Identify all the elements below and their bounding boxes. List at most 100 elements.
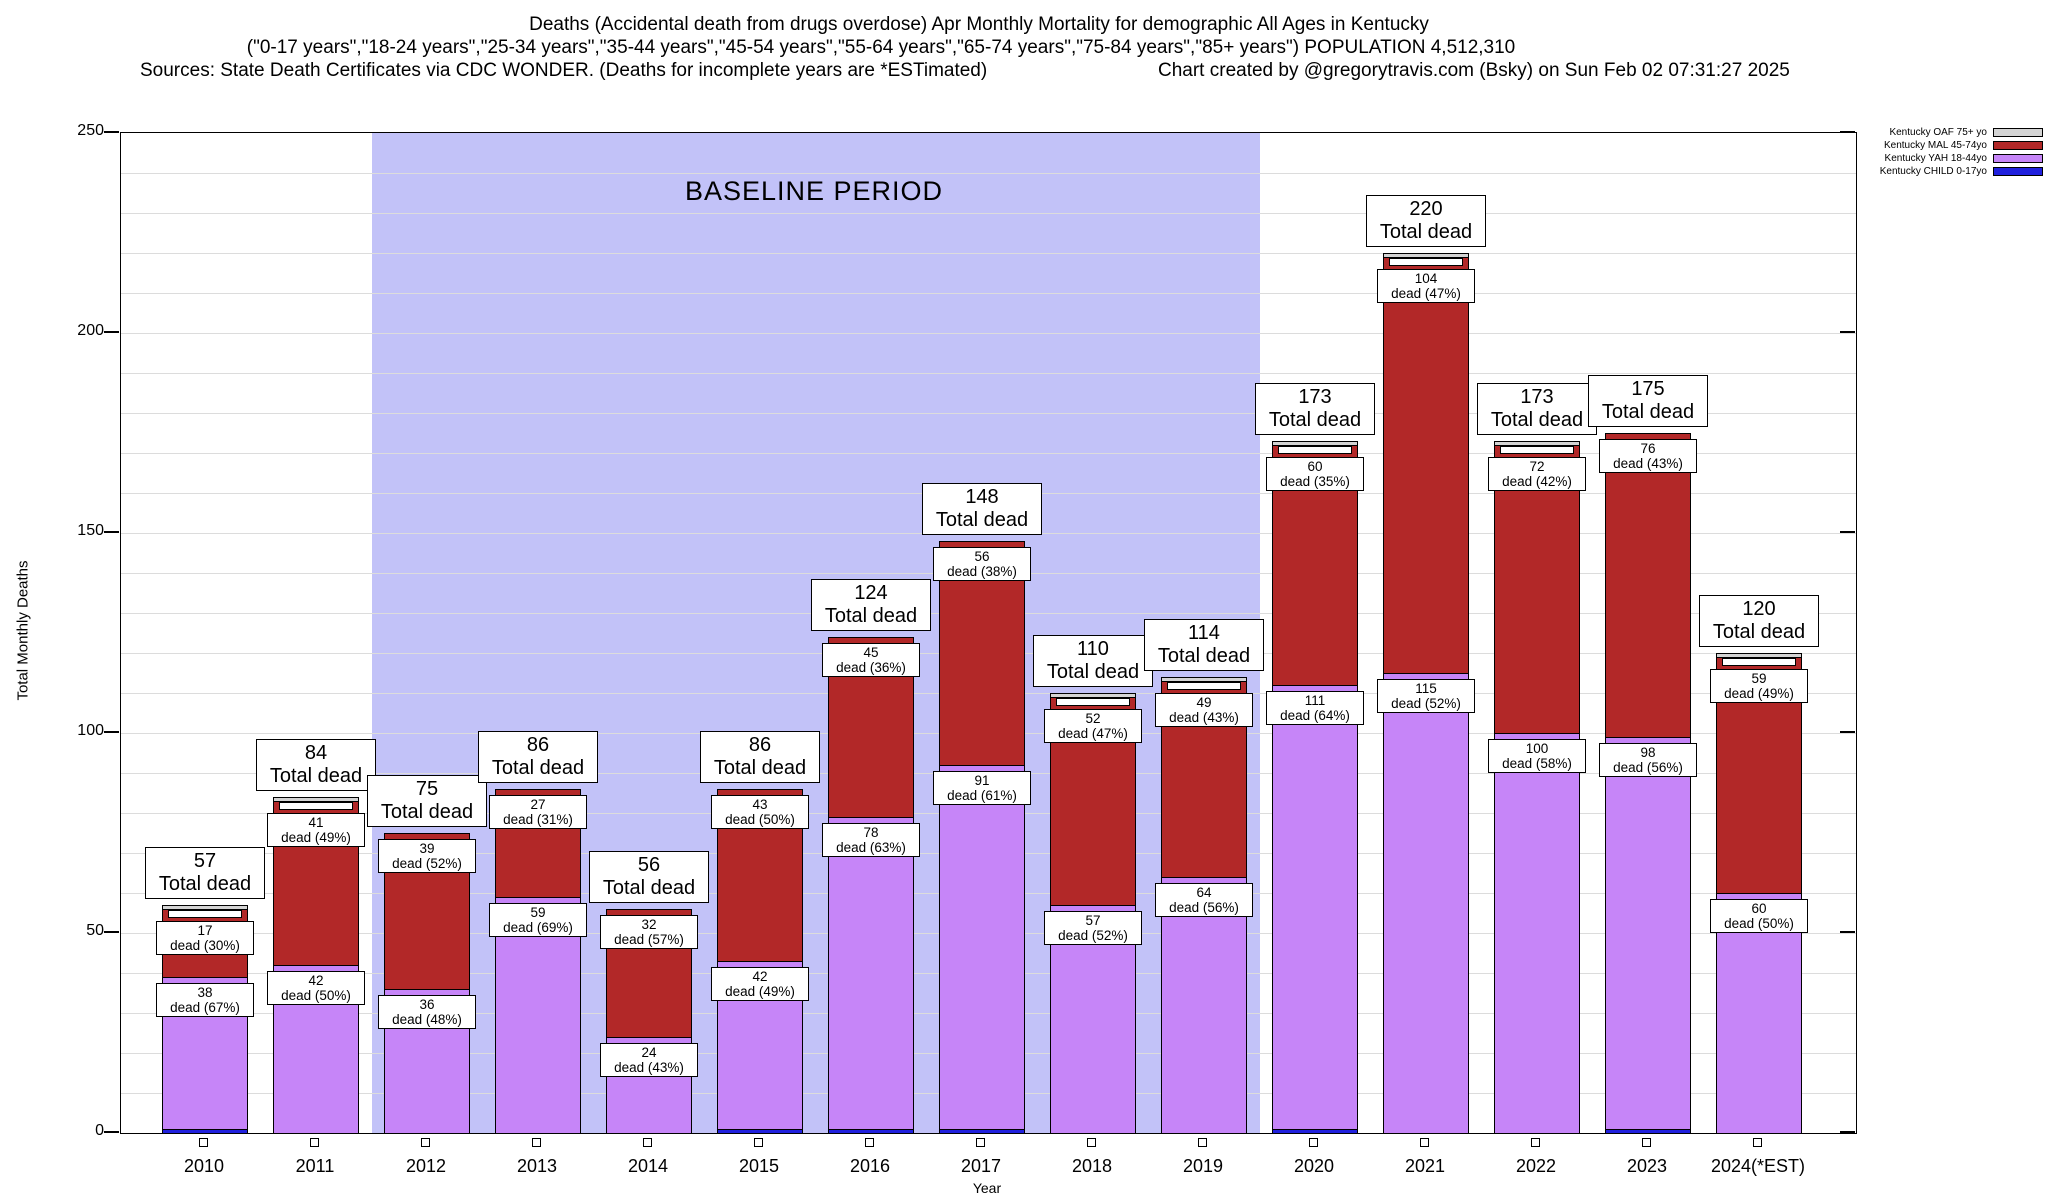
bar-2018-child-label-box [1087,1138,1096,1147]
bar-2020-child-label-box [1309,1138,1318,1147]
bar-2019-mal-label: 49 dead (43%) [1155,693,1253,727]
bar-2020-segment-oaf [1272,441,1358,446]
bar-2024(*EST)-total-label: 120 Total dead [1699,595,1819,647]
legend-swatch [1993,128,2043,137]
gridline [121,253,1856,254]
gridline [121,173,1856,174]
bar-2010-oaf-label-box [168,910,242,918]
x-tick-2024(*EST): 2024(*EST) [1710,1156,1806,1176]
bar-2016-mal-label: 45 dead (36%) [822,643,920,677]
bar-2021-total-label: 220 Total dead [1366,195,1486,247]
bar-2010-segment-oaf [162,905,248,910]
x-tick-2016: 2016 [849,1156,891,1176]
bar-2014-total-label: 56 Total dead [589,851,709,903]
bar-2019-oaf-label-box [1167,682,1241,690]
x-tick-2010: 2010 [183,1156,225,1176]
y-tickmark-left [104,331,119,333]
y-tickmark-right [1840,131,1855,133]
legend-item-1: Kentucky MAL 45-74yo [1880,139,2043,152]
bar-2014-mal-label: 32 dead (57%) [600,915,698,949]
bar-2012-mal-label: 39 dead (52%) [378,839,476,873]
gridline [121,413,1856,414]
bar-2021-segment-mal [1383,257,1469,674]
baseline-period-label: BASELINE PERIOD [684,176,944,206]
bar-2018-segment-oaf [1050,693,1136,698]
legend-swatch [1993,167,2043,176]
y-tickmark-left [104,1131,119,1133]
bar-2011-child-label-box [310,1138,319,1147]
bar-2023-total-label: 175 Total dead [1588,375,1708,427]
x-tick-2021: 2021 [1404,1156,1446,1176]
bar-2019-segment-oaf [1161,677,1247,682]
bar-2024(*EST)-mal-label: 59 dead (49%) [1710,669,1808,703]
y-tickmark-right [1840,931,1855,933]
bar-2021-segment-oaf [1383,253,1469,258]
y-tickmark-right [1840,531,1855,533]
bar-2021-yah-label: 115 dead (52%) [1377,679,1475,713]
gridline [121,333,1856,334]
bar-2011-oaf-label-box [279,802,353,810]
y-tickmark-right [1840,731,1855,733]
y-tick-150: 150 [77,522,104,539]
bar-2011-mal-label: 41 dead (49%) [267,813,365,847]
gridline [121,293,1856,294]
bar-2013-child-label-box [532,1138,541,1147]
bar-2013-total-label: 86 Total dead [478,731,598,783]
y-tick-50: 50 [86,922,104,939]
bar-2017-child-label-box [976,1138,985,1147]
legend-swatch [1993,154,2043,163]
bar-2019-segment-yah [1161,877,1247,1134]
bar-2022-total-label: 173 Total dead [1477,383,1597,435]
bar-2011-yah-label: 42 dead (50%) [267,971,365,1005]
bar-2017-mal-label: 56 dead (38%) [933,547,1031,581]
legend: Kentucky OAF 75+ yo Kentucky MAL 45-74yo K… [1880,126,2043,178]
bar-2016-total-label: 124 Total dead [811,579,931,631]
y-tickmark-left [104,931,119,933]
bar-2023-mal-label: 76 dead (43%) [1599,439,1697,473]
legend-label: Kentucky OAF 75+ yo [1889,127,1987,138]
bar-2020-mal-label: 60 dead (35%) [1266,457,1364,491]
bar-2020-oaf-label-box [1278,446,1352,454]
bar-2015-child-label-box [754,1138,763,1147]
bar-2020-total-label: 173 Total dead [1255,383,1375,435]
bar-2024(*EST)-segment-oaf [1716,653,1802,658]
y-axis-title: Total Monthly Deaths [14,560,32,701]
bar-2019-child-label-box [1198,1138,1207,1147]
x-tick-2014: 2014 [627,1156,669,1176]
x-tick-2015: 2015 [738,1156,780,1176]
bar-2022-segment-mal [1494,445,1580,734]
bar-2022-mal-label: 72 dead (42%) [1488,457,1586,491]
bar-2018-mal-label: 52 dead (47%) [1044,709,1142,743]
bar-2010-total-label: 57 Total dead [145,847,265,899]
y-tickmark-right [1840,1131,1855,1133]
bar-2017-yah-label: 91 dead (61%) [933,771,1031,805]
bar-2024(*EST)-oaf-label-box [1722,658,1796,666]
bar-2022-yah-label: 100 dead (58%) [1488,739,1586,773]
bar-2012-yah-label: 36 dead (48%) [378,995,476,1029]
bar-2012-total-label: 75 Total dead [367,775,487,827]
bar-2021-segment-yah [1383,673,1469,1134]
bar-2023-segment-yah [1605,737,1691,1130]
bar-2022-segment-oaf [1494,441,1580,446]
x-tick-2012: 2012 [405,1156,447,1176]
bar-2014-yah-label: 24 dead (43%) [600,1043,698,1077]
bar-2021-oaf-label-box [1389,258,1463,266]
bar-2016-child-label-box [865,1138,874,1147]
bar-2010-mal-label: 17 dead (30%) [156,921,254,955]
bar-2015-total-label: 86 Total dead [700,731,820,783]
y-tick-200: 200 [77,322,104,339]
x-tick-2013: 2013 [516,1156,558,1176]
legend-item-2: Kentucky YAH 18-44yo [1880,152,2043,165]
legend-item-3: Kentucky CHILD 0-17yo [1880,165,2043,178]
x-tick-2019: 2019 [1182,1156,1224,1176]
gridline [121,373,1856,374]
bar-2018-total-label: 110 Total dead [1033,635,1153,687]
bar-2013-mal-label: 27 dead (31%) [489,795,587,829]
bar-2022-child-label-box [1531,1138,1540,1147]
bar-2023-yah-label: 98 dead (56%) [1599,743,1697,777]
chart-sources: Sources: State Death Certificates via CD… [140,60,988,81]
bar-2016-yah-label: 78 dead (63%) [822,823,920,857]
y-tick-250: 250 [77,122,104,139]
bar-2015-yah-label: 42 dead (49%) [711,967,809,1001]
x-tick-2018: 2018 [1071,1156,1113,1176]
